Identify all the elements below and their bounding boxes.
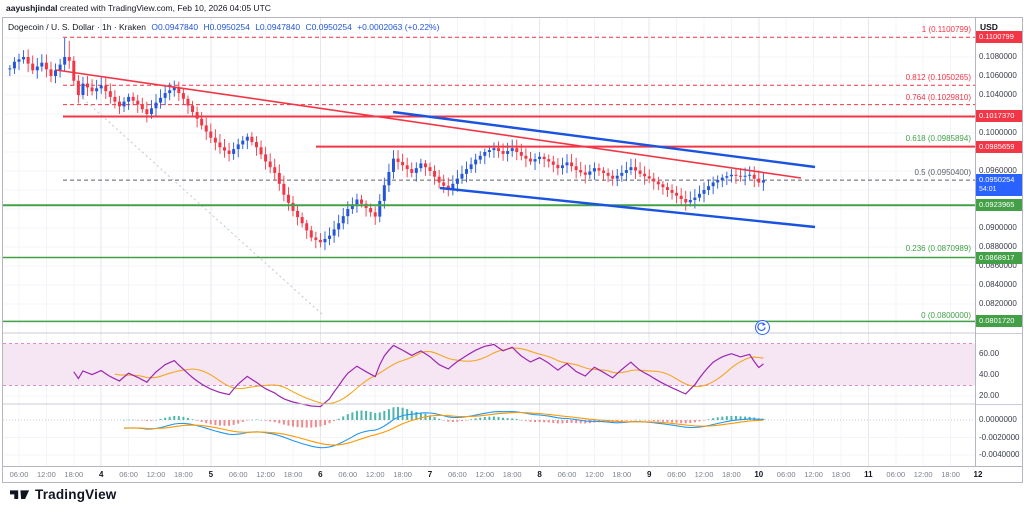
time-label: 06:00 (448, 470, 467, 479)
chart-action-icon[interactable] (755, 320, 770, 335)
candlestick-series (8, 38, 765, 251)
time-label: 12:00 (913, 470, 933, 479)
attribution-user: aayushjindal (6, 3, 58, 13)
price-tick: 0.1000000 (979, 128, 1017, 137)
time-label: 18:00 (831, 470, 851, 479)
grid (3, 18, 975, 466)
time-label: 12 (973, 470, 983, 479)
time-label: 18:00 (64, 470, 84, 479)
time-label: 12:00 (585, 470, 604, 479)
price-badge: 0.1100799 (976, 31, 1022, 44)
legend: Dogecoin / U. S. Dollar · 1h · Kraken O0… (8, 22, 439, 32)
rsi-line (73, 343, 764, 408)
price-tick: 0.0880000 (979, 242, 1017, 251)
time-label: 06:00 (667, 470, 686, 479)
tradingview-logo-text: TradingView (35, 487, 117, 502)
ohlc-low: L0.0947840 (255, 22, 301, 32)
price-badge: 0.0950254 54:01 (976, 174, 1022, 197)
price-tick: 0.0860000 (979, 261, 1017, 270)
indicator-tick: 0.0000000 (979, 415, 1017, 424)
price-tick: 0.0960000 (979, 166, 1017, 175)
ohlc-open: O0.0947840 (151, 22, 199, 32)
resistance-trendline[interactable] (55, 69, 802, 179)
price-badge: 0.1017370 (976, 110, 1022, 123)
time-label: 18:00 (612, 470, 632, 479)
time-label: 12:00 (694, 470, 714, 479)
time-label: 18:00 (941, 470, 960, 479)
time-label: 06:00 (228, 470, 248, 479)
attribution-text: created with TradingView.com, Feb 10, 20… (57, 3, 271, 13)
time-label: 06:00 (9, 470, 29, 479)
indicator-tick: 20.00 (979, 391, 1000, 400)
time-label: 06:00 (886, 470, 906, 479)
time-label: 18:00 (283, 470, 303, 479)
time-label: 12:00 (256, 470, 275, 479)
time-label: 4 (98, 470, 104, 479)
price-tick: 0.0820000 (979, 299, 1017, 308)
time-label: 10 (754, 470, 764, 479)
circular-arrow-icon (757, 322, 766, 331)
price-badge: 0.0801720 (976, 315, 1022, 328)
time-label: 6 (318, 470, 323, 479)
chart-window: 1 (0.1100799) 0.812 (0.1050265) 0.764 (0.1… (2, 17, 1023, 483)
time-label: 8 (537, 470, 542, 479)
attribution: aayushjindal created with TradingView.co… (6, 3, 271, 13)
time-label: 12:00 (365, 470, 385, 479)
time-label: 18:00 (502, 470, 522, 479)
price-tick: 0.1060000 (979, 71, 1017, 80)
price-chart-svg[interactable] (3, 18, 975, 466)
ohlc-change: +0.0002063 (+0.22%) (357, 22, 440, 32)
channel-lower-trendline[interactable] (439, 186, 816, 229)
chart-pane[interactable]: 1 (0.1100799) 0.812 (0.1050265) 0.764 (0.1… (3, 18, 975, 466)
price-tick: 0.1040000 (979, 90, 1017, 99)
channel-upper-trendline[interactable] (392, 110, 816, 169)
time-label: 7 (427, 470, 433, 479)
time-label: 06:00 (338, 470, 358, 479)
price-badge: 0.0985659 (976, 140, 1022, 153)
price-tick: 0.1080000 (979, 52, 1017, 61)
time-label: 18:00 (174, 470, 193, 479)
price-tick: 0.0900000 (979, 223, 1017, 232)
indicator-tick: 60.00 (979, 349, 1000, 358)
rsi-ma-line (114, 347, 764, 405)
currency-label[interactable]: USD (980, 22, 998, 32)
time-label: 12:00 (475, 470, 495, 479)
price-scale[interactable]: USD 0.1080000 0.1060000 0.1040000 0.1000000… (975, 18, 1022, 466)
price-tick: 0.0840000 (979, 280, 1017, 289)
time-label: 5 (208, 470, 214, 479)
time-label: 11 (864, 470, 873, 479)
macd-signal-line (123, 411, 764, 446)
time-label: 06:00 (557, 470, 577, 479)
time-label: 06:00 (119, 470, 138, 479)
indicator-tick: -0.0040000 (979, 450, 1020, 459)
time-label: 9 (646, 470, 652, 479)
time-label: 18:00 (722, 470, 741, 479)
price-badge: 0.0868917 (976, 251, 1022, 264)
tradingview-logo-icon (10, 490, 30, 500)
indicator-tick: 40.00 (979, 370, 1000, 379)
time-label: 12:00 (146, 470, 166, 479)
price-badge: 0.0923965 (976, 199, 1022, 212)
symbol-title[interactable]: Dogecoin / U. S. Dollar · 1h · Kraken (8, 22, 146, 32)
time-label: 12:00 (37, 470, 56, 479)
indicator-tick: -0.0020000 (979, 432, 1020, 442)
time-label: 12:00 (804, 470, 823, 479)
time-label: 06:00 (776, 470, 796, 479)
ohlc-high: H0.0950254 (203, 22, 250, 32)
ohlc-close: C0.0950254 (305, 22, 352, 32)
macd-line (123, 411, 764, 449)
macd-histogram (123, 406, 765, 428)
time-label: 18:00 (393, 470, 412, 479)
time-scale[interactable]: 06:00 12:00 18:00 4 06:00 12:00 18:00 5 06:00 12:… (3, 466, 1022, 482)
tradingview-logo[interactable]: TradingView (10, 487, 116, 502)
